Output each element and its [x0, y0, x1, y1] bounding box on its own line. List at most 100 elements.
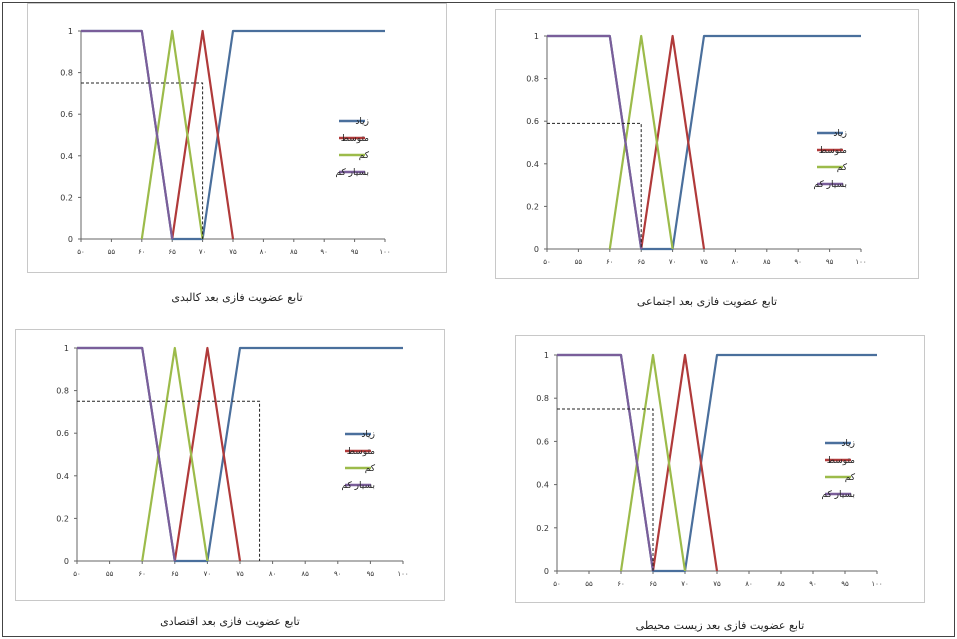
y-tick-label: 0.2	[60, 193, 73, 202]
x-tick-label: ۸۵	[777, 580, 785, 588]
y-tick-label: 1	[64, 344, 69, 353]
series-line-2	[140, 29, 204, 240]
chart-border	[515, 335, 925, 603]
x-tick-label: ۷۵	[713, 580, 721, 588]
membership-chart-physical: 0 0.2 0.4 0.6 0.8 1 ۵۰ ۵۵ ۶۰ ۶۵ ۷۰ ۷۵ ۸۰ ۸۵ ۹۰ ۹۵ ۱۰۰ زیا…	[27, 3, 447, 273]
x-tick-label: ۱۰۰	[397, 570, 408, 578]
chart-panel-social: 0 0.2 0.4 0.6 0.8 1 ۵۰ ۵۵ ۶۰ ۶۵ ۷۰ ۷۵ ۸۰ ۸۵ ۹۰ ۹۵ ۱۰۰ زیا…	[495, 9, 919, 279]
legend-label: زیاد	[361, 430, 375, 440]
x-tick-label: ۶۰	[617, 580, 625, 588]
x-tick-label: ۸۰	[745, 580, 753, 588]
x-tick-label: ۵۵	[585, 580, 593, 588]
x-tick-label: ۹۰	[334, 570, 342, 578]
x-tick-label: ۸۵	[301, 570, 309, 578]
membership-chart-social: 0 0.2 0.4 0.6 0.8 1 ۵۰ ۵۵ ۶۰ ۶۵ ۷۰ ۷۵ ۸۰ ۸۵ ۹۰ ۹۵ ۱۰۰ زیا…	[495, 9, 919, 279]
x-tick-label: ۵۰	[543, 258, 551, 266]
y-tick-label: 0.2	[536, 524, 549, 533]
x-tick-label: ۹۰	[794, 258, 802, 266]
y-tick-label: 0.4	[536, 481, 549, 490]
series-line-1	[640, 34, 706, 250]
y-tick-label: 0.4	[60, 152, 73, 161]
chart-panel-physical: 0 0.2 0.4 0.6 0.8 1 ۵۰ ۵۵ ۶۰ ۶۵ ۷۰ ۷۵ ۸۰ ۸۵ ۹۰ ۹۵ ۱۰۰ زیا…	[27, 3, 447, 273]
x-tick-label: ۷۰	[681, 580, 689, 588]
dashed-marker-line	[77, 400, 261, 561]
chart-border	[495, 9, 919, 279]
y-tick-label: 0.8	[526, 75, 539, 84]
x-tick-label: ۷۵	[700, 258, 708, 266]
caption-economic: تابع عضویت فازی بعد اقتصادی	[160, 615, 300, 628]
y-tick-label: 0	[68, 235, 73, 244]
series-line-1	[171, 29, 235, 240]
series-line-3	[77, 346, 176, 562]
legend-label: بسیار کم	[336, 168, 369, 178]
x-tick-label: ۶۵	[637, 258, 645, 266]
x-tick-label: ۹۵	[826, 258, 834, 266]
x-tick-label: ۷۰	[204, 570, 212, 578]
y-tick-label: 0.6	[526, 117, 539, 126]
y-tick-label: 0	[534, 245, 539, 254]
x-tick-label: ۵۵	[106, 570, 114, 578]
x-tick-label: ۹۵	[841, 580, 849, 588]
x-tick-label: ۹۵	[351, 248, 359, 256]
x-tick-label: ۷۵	[236, 570, 244, 578]
y-tick-label: 0.4	[526, 160, 539, 169]
y-tick-label: 1	[534, 32, 539, 41]
x-tick-label: ۱۰۰	[871, 580, 882, 588]
x-tick-label: ۸۰	[260, 248, 268, 256]
legend-label: بسیار کم	[814, 180, 847, 190]
chart-panel-environmental: 0 0.2 0.4 0.6 0.8 1 ۵۰ ۵۵ ۶۰ ۶۵ ۷۰ ۷۵ ۸۰ ۸۵ ۹۰ ۹۵ ۱۰۰ زیا…	[515, 335, 925, 603]
legend-label: بسیار کم	[342, 481, 375, 491]
legend-label: متوسط	[341, 134, 369, 144]
y-tick-label: 0.6	[536, 437, 549, 446]
x-tick-label: ۸۰	[269, 570, 277, 578]
y-tick-label: 1	[68, 27, 73, 36]
x-tick-label: ۵۰	[77, 248, 85, 256]
series-line-2	[619, 353, 687, 572]
x-tick-label: ۶۵	[168, 248, 176, 256]
legend-label: متوسط	[347, 447, 375, 457]
legend-label: کم	[845, 473, 856, 483]
y-tick-label: 1	[544, 351, 549, 360]
x-tick-label: ۷۵	[229, 248, 237, 256]
x-tick-label: ۷۰	[669, 258, 677, 266]
membership-chart-economic: 0 0.2 0.4 0.6 0.8 1 ۵۰ ۵۵ ۶۰ ۶۵ ۷۰ ۷۵ ۸۰ ۸۵ ۹۰ ۹۵ ۱۰۰ زیا…	[15, 329, 445, 601]
x-tick-label: ۶۰	[138, 570, 146, 578]
y-tick-label: 0.8	[56, 387, 69, 396]
legend-label: زیاد	[833, 129, 847, 139]
x-tick-label: ۷۰	[199, 248, 207, 256]
chart-panel-economic: 0 0.2 0.4 0.6 0.8 1 ۵۰ ۵۵ ۶۰ ۶۵ ۷۰ ۷۵ ۸۰ ۸۵ ۹۰ ۹۵ ۱۰۰ زیا…	[15, 329, 445, 601]
series-line-2	[141, 346, 209, 562]
x-tick-label: ۸۵	[290, 248, 298, 256]
y-tick-label: 0.2	[526, 202, 539, 211]
series-line-1	[651, 353, 719, 572]
legend-label: کم	[365, 464, 376, 474]
x-tick-label: ۸۵	[763, 258, 771, 266]
x-tick-label: ۶۵	[649, 580, 657, 588]
dashed-marker-line	[81, 82, 204, 239]
chart-border	[27, 3, 447, 273]
legend-label: بسیار کم	[822, 490, 855, 500]
y-tick-label: 0	[544, 567, 549, 576]
x-tick-label: ۵۰	[73, 570, 81, 578]
x-tick-label: ۵۰	[553, 580, 561, 588]
x-tick-label: ۱۰۰	[379, 248, 390, 256]
series-line-2	[608, 34, 674, 250]
x-tick-label: ۹۵	[367, 570, 375, 578]
x-tick-label: ۶۰	[138, 248, 146, 256]
series-line-3	[557, 353, 655, 572]
dashed-marker-line	[547, 122, 642, 249]
caption-physical: تابع عضویت فازی بعد کالبدی	[171, 291, 303, 304]
x-tick-label: ۹۰	[809, 580, 817, 588]
y-tick-label: 0.2	[56, 514, 69, 523]
chart-border	[15, 329, 445, 601]
x-tick-label: ۱۰۰	[855, 258, 866, 266]
x-tick-label: ۶۵	[171, 570, 179, 578]
y-tick-label: 0.4	[56, 472, 69, 481]
x-tick-label: ۵۵	[108, 248, 116, 256]
y-tick-label: 0.8	[536, 394, 549, 403]
caption-social: تابع عضویت فازی بعد اجتماعی	[636, 295, 778, 308]
x-tick-label: ۸۰	[732, 258, 740, 266]
y-tick-label: 0	[64, 557, 69, 566]
dashed-marker-line	[557, 408, 654, 571]
